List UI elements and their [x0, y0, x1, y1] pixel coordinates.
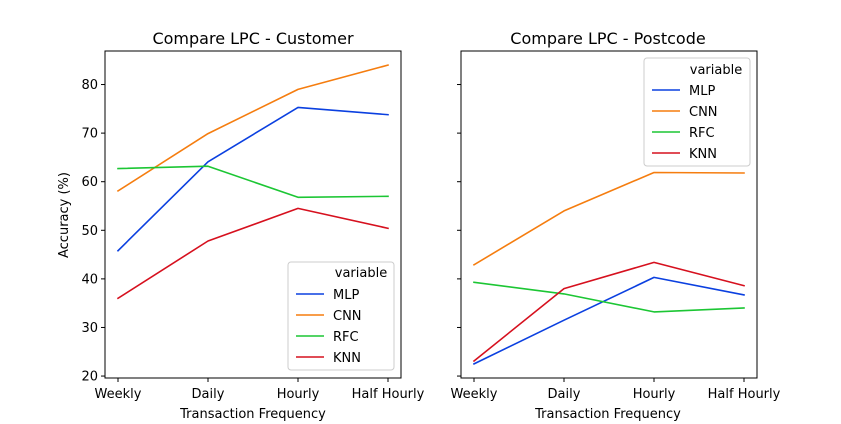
legend-box	[643, 57, 751, 167]
legend-label-cnn: CNN	[689, 105, 718, 120]
y-tick-label: 30	[81, 321, 98, 336]
legend-label-rfc: RFC	[689, 126, 715, 141]
legend-items: MLP CNN RFC KNN	[652, 84, 718, 162]
legend: variable MLP CNN RFC KNN	[643, 57, 751, 167]
x-tick-label: Hourly	[633, 387, 676, 402]
x-tick-label: Weekly	[95, 387, 142, 402]
legend-label-cnn: CNN	[333, 309, 362, 324]
y-axis-ticks	[457, 84, 461, 377]
series-line-rfc	[117, 165, 389, 199]
legend-label-rfc: RFC	[333, 330, 359, 345]
series-line-cnn	[116, 64, 389, 193]
legend-label-mlp: MLP	[689, 84, 715, 99]
chart-title: Compare LPC - Customer	[152, 29, 353, 48]
series-line-mlp	[472, 276, 745, 365]
legend-label-knn: KNN	[333, 351, 361, 366]
x-axis-ticks: Weekly Daily Hourly Half Hourly	[451, 378, 781, 402]
x-axis-label: Transaction Frequency	[534, 407, 681, 422]
y-axis-ticks: 20 30 40 50 60 70 80	[81, 78, 105, 385]
legend-box	[287, 261, 395, 371]
series-lines	[472, 171, 745, 365]
x-tick-label: Weekly	[451, 387, 498, 402]
x-tick-label: Daily	[192, 387, 225, 402]
series-line-knn	[472, 261, 745, 363]
series-line-cnn	[472, 171, 745, 266]
chart-customer: Compare LPC - Customer Transaction Frequ…	[57, 29, 425, 422]
chart-postcode: Compare LPC - Postcode Transaction Frequ…	[451, 29, 781, 422]
chart-title: Compare LPC - Postcode	[510, 29, 705, 48]
plot-frame	[104, 50, 402, 379]
y-axis-label: Accuracy (%)	[57, 172, 72, 258]
legend-label-mlp: MLP	[333, 288, 359, 303]
x-tick-label: Half Hourly	[352, 387, 425, 402]
x-tick-label: Daily	[548, 387, 581, 402]
y-tick-label: 40	[81, 272, 98, 287]
legend: variable MLP CNN RFC KNN	[287, 261, 395, 371]
legend-label-knn: KNN	[689, 147, 717, 162]
legend-title: variable	[690, 63, 742, 78]
plot-frame	[460, 50, 758, 379]
legend-title: variable	[335, 266, 387, 281]
series-lines	[116, 64, 389, 300]
y-tick-label: 70	[81, 127, 98, 142]
legend-items: MLP CNN RFC KNN	[296, 288, 362, 366]
x-tick-label: Half Hourly	[708, 387, 781, 402]
x-tick-label: Hourly	[277, 387, 320, 402]
series-line-knn	[116, 207, 389, 300]
y-tick-label: 80	[81, 78, 98, 93]
y-tick-label: 60	[81, 175, 98, 190]
series-line-mlp	[116, 106, 389, 252]
series-line-rfc	[473, 281, 745, 313]
y-tick-label: 20	[81, 370, 98, 385]
x-axis-ticks: Weekly Daily Hourly Half Hourly	[95, 378, 425, 402]
x-axis-label: Transaction Frequency	[179, 407, 326, 422]
y-tick-label: 50	[81, 224, 98, 239]
